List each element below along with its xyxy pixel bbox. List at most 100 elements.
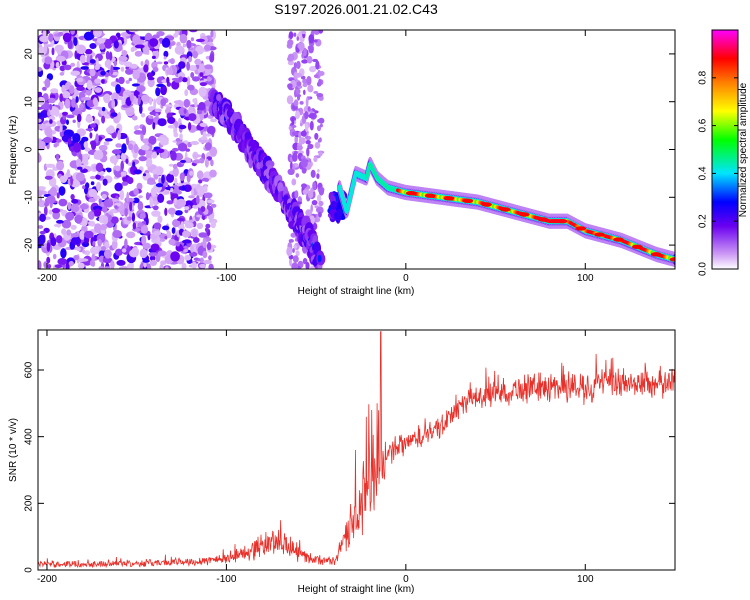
spectral-patch xyxy=(301,167,307,174)
spectral-patch xyxy=(39,213,46,222)
spectral-patch xyxy=(307,143,314,150)
spectral-patch xyxy=(55,61,60,68)
spectral-patch xyxy=(141,125,147,136)
spectral-patch xyxy=(62,111,68,116)
spectral-patch xyxy=(38,225,44,229)
spectral-patch xyxy=(140,113,146,118)
spectral-patch xyxy=(313,39,318,43)
spectral-patch xyxy=(52,253,57,260)
spectral-patch xyxy=(59,72,65,76)
spectral-patch xyxy=(189,30,198,33)
spectral-patch xyxy=(106,168,112,173)
spectral-patch xyxy=(63,64,72,71)
spectral-patch xyxy=(204,158,209,168)
spectral-patch xyxy=(139,248,148,259)
spectral-patch xyxy=(192,204,199,209)
spectral-patch xyxy=(113,40,119,49)
spectral-patch xyxy=(157,215,163,224)
spectral-patch xyxy=(193,237,200,243)
spectral-patch xyxy=(38,96,46,106)
spectral-patch xyxy=(177,217,185,222)
spectral-patch xyxy=(38,66,43,72)
spectral-patch xyxy=(310,169,316,178)
spectral-patch xyxy=(70,224,77,230)
x-tick-label: -100 xyxy=(216,273,236,284)
spectral-patch xyxy=(287,168,295,175)
spectral-patch xyxy=(79,54,86,64)
colorbar-tick-label: 0.8 xyxy=(698,70,709,84)
spectral-patch xyxy=(195,38,205,43)
spectral-patch xyxy=(181,262,187,269)
spectral-patch xyxy=(293,62,297,70)
spectral-patch xyxy=(96,38,106,44)
spectral-patch xyxy=(171,80,180,90)
spectral-patch xyxy=(104,266,111,269)
spectral-patch xyxy=(110,260,115,269)
spectral-patch xyxy=(38,186,46,191)
spectral-patch xyxy=(182,230,191,238)
spectral-patch xyxy=(44,175,53,180)
spectral-patch xyxy=(174,120,179,129)
spectral-patch xyxy=(157,193,165,203)
spectral-patch xyxy=(179,133,183,141)
spectral-patch xyxy=(594,232,605,237)
spectral-patch xyxy=(186,39,192,49)
spectral-patch xyxy=(54,107,60,117)
spectral-patch xyxy=(295,110,301,120)
colorbar-tick-label: 0.2 xyxy=(698,214,709,228)
spectral-patch xyxy=(184,89,189,97)
spectral-patch xyxy=(210,30,214,38)
spectral-patch xyxy=(191,186,194,197)
spectral-patch xyxy=(66,114,75,119)
spectral-patch xyxy=(142,173,147,177)
spectral-patch xyxy=(319,137,322,143)
spectral-patch xyxy=(100,51,105,55)
spectral-patch xyxy=(44,56,53,65)
spectral-patch xyxy=(65,262,70,269)
spectral-patch xyxy=(105,50,110,60)
spectral-patch xyxy=(98,144,108,152)
x-tick-label: 0 xyxy=(403,273,409,284)
spectral-patch xyxy=(307,84,314,93)
spectral-patch xyxy=(85,128,94,132)
colorbar-tick-label: 0.0 xyxy=(698,262,709,276)
spectral-patch xyxy=(296,92,301,101)
spectral-patch xyxy=(103,249,112,259)
spectral-patch xyxy=(198,101,206,111)
spectral-patch xyxy=(302,83,308,88)
spectral-patch xyxy=(125,80,130,84)
spectral-patch xyxy=(85,182,90,189)
spectral-patch xyxy=(76,113,82,123)
spectral-patch xyxy=(71,236,81,245)
spectral-patch xyxy=(93,30,102,38)
spectral-patch xyxy=(295,250,300,257)
spectral-patch xyxy=(61,228,67,235)
spectral-patch xyxy=(121,143,127,154)
spectral-patch xyxy=(103,93,111,104)
spectral-patch xyxy=(163,56,167,60)
spectral-patch xyxy=(139,212,146,220)
spectral-patch xyxy=(73,37,78,47)
spectral-patch xyxy=(291,124,297,128)
spectral-patch xyxy=(208,255,212,261)
spectral-patch xyxy=(128,30,139,33)
spectral-patch xyxy=(101,115,106,124)
spectral-patch xyxy=(149,38,159,47)
spectral-patch xyxy=(202,239,207,249)
spectral-patch xyxy=(81,136,89,142)
spectral-patch xyxy=(132,197,140,204)
spectral-patch xyxy=(313,90,319,94)
spectral-patch xyxy=(631,244,643,249)
spectral-patch xyxy=(306,75,312,86)
spectral-patch xyxy=(57,258,67,265)
spectral-patch xyxy=(111,99,116,109)
spectral-patch xyxy=(101,79,105,84)
spectral-patch xyxy=(131,83,141,87)
spectral-patch xyxy=(102,257,113,264)
colorbar-tick-label: 0.6 xyxy=(698,118,709,132)
spectral-patch xyxy=(95,162,104,172)
spectral-patch xyxy=(166,173,175,183)
spectral-patch xyxy=(201,177,210,182)
spectral-patch xyxy=(98,266,104,269)
